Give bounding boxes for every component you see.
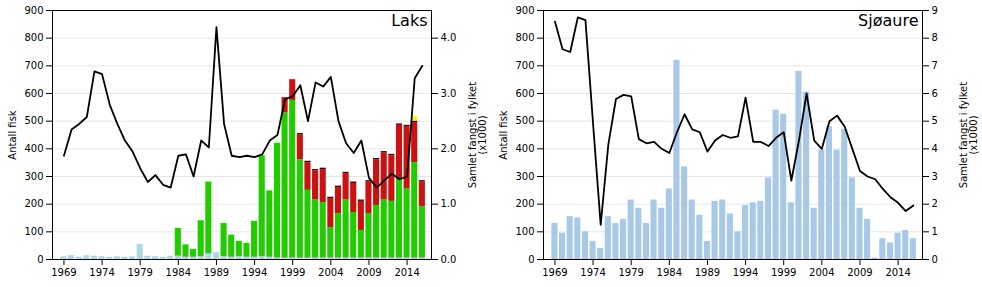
svg-text:1994: 1994 (242, 267, 267, 278)
svg-text:900: 900 (24, 5, 43, 16)
svg-text:1989: 1989 (695, 267, 720, 278)
svg-text:700: 700 (24, 60, 43, 71)
svg-text:4: 4 (932, 143, 938, 154)
svg-text:200: 200 (515, 198, 534, 209)
svg-text:Antall fisk: Antall fisk (7, 110, 18, 159)
svg-text:0: 0 (37, 254, 43, 265)
svg-text:1969: 1969 (542, 267, 567, 278)
svg-text:1984: 1984 (657, 267, 682, 278)
svg-text:Sjøaure: Sjøaure (858, 11, 918, 30)
svg-text:500: 500 (24, 115, 43, 126)
svg-text:300: 300 (515, 171, 534, 182)
svg-text:3: 3 (932, 171, 938, 182)
svg-text:7: 7 (932, 60, 938, 71)
svg-text:2014: 2014 (885, 267, 910, 278)
svg-text:800: 800 (515, 32, 534, 43)
svg-text:1999: 1999 (771, 267, 796, 278)
svg-text:2004: 2004 (318, 267, 343, 278)
svg-text:1.0: 1.0 (441, 198, 457, 209)
svg-text:1: 1 (932, 226, 938, 237)
svg-text:100: 100 (24, 226, 43, 237)
svg-text:1999: 1999 (280, 267, 305, 278)
svg-text:8: 8 (932, 32, 938, 43)
svg-text:1974: 1974 (89, 267, 114, 278)
svg-text:0.0: 0.0 (441, 254, 457, 265)
svg-text:1969: 1969 (51, 267, 76, 278)
svg-text:400: 400 (24, 143, 43, 154)
svg-text:3.0: 3.0 (441, 88, 457, 99)
svg-text:300: 300 (24, 171, 43, 182)
svg-text:1984: 1984 (166, 267, 191, 278)
svg-text:0: 0 (932, 254, 938, 265)
svg-text:500: 500 (515, 115, 534, 126)
svg-text:Antall fisk: Antall fisk (498, 110, 509, 159)
svg-text:2.0: 2.0 (441, 143, 457, 154)
svg-text:400: 400 (515, 143, 534, 154)
svg-text:5: 5 (932, 115, 938, 126)
svg-text:2009: 2009 (356, 267, 381, 278)
svg-text:Samlet fangst i fylket(x1000): Samlet fangst i fylket(x1000) (467, 82, 488, 188)
svg-text:600: 600 (24, 88, 43, 99)
svg-text:Laks: Laks (391, 11, 427, 30)
svg-text:9: 9 (932, 5, 938, 16)
svg-text:900: 900 (515, 5, 534, 16)
svg-text:0: 0 (528, 254, 534, 265)
svg-text:2: 2 (932, 198, 938, 209)
svg-text:800: 800 (24, 32, 43, 43)
svg-text:6: 6 (932, 88, 938, 99)
svg-text:100: 100 (515, 226, 534, 237)
svg-text:Samlet fangst i fylket(x1000): Samlet fangst i fylket(x1000) (958, 82, 979, 188)
svg-text:1979: 1979 (618, 267, 643, 278)
svg-text:700: 700 (515, 60, 534, 71)
svg-text:200: 200 (24, 198, 43, 209)
svg-text:2004: 2004 (809, 267, 834, 278)
svg-text:1979: 1979 (127, 267, 152, 278)
svg-text:2014: 2014 (394, 267, 419, 278)
svg-text:600: 600 (515, 88, 534, 99)
svg-text:1989: 1989 (204, 267, 229, 278)
svg-text:2009: 2009 (847, 267, 872, 278)
svg-text:1974: 1974 (580, 267, 605, 278)
svg-text:4.0: 4.0 (441, 32, 457, 43)
svg-text:1994: 1994 (733, 267, 758, 278)
